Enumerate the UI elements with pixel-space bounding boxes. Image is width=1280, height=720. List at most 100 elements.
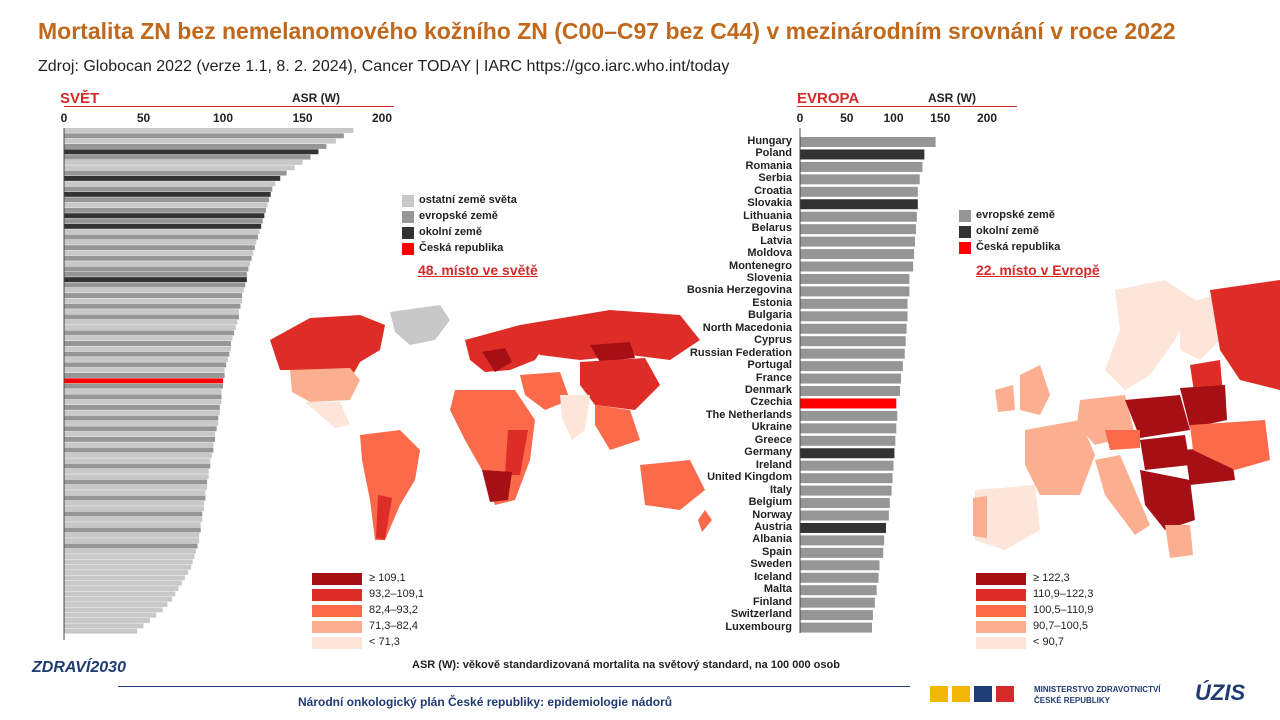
world-bar	[64, 602, 168, 607]
world-bar	[64, 554, 195, 560]
world-bar	[64, 362, 227, 368]
world-bar	[64, 175, 281, 181]
world-bar	[64, 607, 163, 613]
legend-label: ostatní země světa	[419, 194, 517, 206]
world-bar	[64, 522, 201, 528]
country-label: Serbia	[758, 172, 792, 185]
world-axis-label: ASR (W)	[292, 91, 340, 105]
legend-label: okolní země	[976, 225, 1039, 237]
world-section-label: SVĚT	[60, 90, 100, 107]
europe-bar	[800, 435, 896, 446]
country-label: Latvia	[760, 234, 792, 247]
map-legend-label: 82,4–93,2	[369, 604, 418, 616]
tick-label: 50	[136, 111, 151, 125]
europe-bar	[800, 199, 918, 210]
map-mexico	[305, 402, 350, 428]
world-bar	[64, 143, 327, 149]
europe-bar	[800, 261, 914, 272]
map-legend-label: 93,2–109,1	[369, 588, 425, 600]
ministry-logo-text: MINISTERSTVO ZDRAVOTNICTVÍ ČESKÉ REPUBLI…	[1034, 685, 1161, 705]
world-bar	[64, 261, 251, 267]
country-label: The Netherlands	[705, 408, 792, 421]
europe-bar	[800, 373, 901, 384]
country-label: Ireland	[755, 458, 792, 471]
europe-bar	[800, 460, 894, 471]
world-bar	[64, 447, 214, 453]
europe-bar	[800, 610, 873, 621]
map-legend-swatch	[312, 573, 362, 585]
map-south-america	[360, 430, 420, 540]
map-balkans	[1140, 470, 1195, 530]
europe-bar	[800, 410, 898, 421]
world-bar	[64, 463, 211, 469]
country-label: North Macedonia	[702, 321, 792, 334]
world-bar	[64, 506, 204, 512]
map-africa	[450, 390, 535, 505]
world-bar	[64, 202, 268, 208]
country-label: Czechia	[750, 396, 792, 409]
legend-label: okolní země	[419, 226, 482, 238]
map-italy	[1095, 455, 1150, 535]
europe-bar	[800, 522, 887, 533]
world-bar	[64, 325, 236, 330]
europe-bar-chart	[799, 128, 936, 633]
europe-bar	[800, 361, 903, 372]
world-bar	[64, 293, 243, 299]
europe-section-label: EVROPA	[797, 90, 860, 107]
map-scandinavia	[1105, 280, 1195, 390]
map-china	[580, 358, 660, 410]
europe-bar	[800, 485, 892, 496]
map-legend-swatch	[312, 621, 362, 633]
country-label: Norway	[752, 508, 792, 521]
map-legend-label: 71,3–82,4	[369, 620, 418, 632]
world-bar	[64, 532, 200, 538]
world-bar	[64, 618, 150, 623]
europe-bar	[800, 398, 897, 409]
world-bar	[64, 420, 219, 426]
partner-logos	[930, 684, 1020, 704]
europe-bar	[800, 149, 925, 160]
world-bar	[64, 410, 220, 416]
europe-bar	[800, 224, 916, 235]
world-bar	[64, 623, 144, 629]
map-france	[1025, 420, 1095, 495]
world-bar	[64, 474, 209, 480]
europe-bar	[800, 547, 884, 558]
world-bar	[64, 218, 263, 224]
tick-label: 150	[292, 111, 313, 125]
map-legend-swatch	[312, 589, 362, 601]
country-label: Russian Federation	[689, 346, 792, 359]
europe-bar	[800, 560, 880, 571]
world-bar	[64, 213, 265, 219]
map-australia	[640, 460, 705, 510]
world-bar	[64, 596, 173, 602]
country-label: Croatia	[754, 184, 792, 197]
country-label: Ukraine	[751, 421, 792, 434]
world-bar	[64, 133, 344, 139]
country-label: France	[755, 371, 792, 384]
world-bar	[64, 373, 225, 378]
map-greenland	[390, 305, 450, 345]
map-legend-label: ≥ 109,1	[369, 572, 406, 584]
world-bar	[64, 346, 231, 352]
europe-bar	[800, 311, 908, 322]
legend-label: Česká republika	[976, 241, 1061, 253]
country-label: Estonia	[752, 296, 792, 309]
map-uk	[1020, 365, 1050, 415]
world-bar	[64, 357, 228, 362]
legend-label: Česká republika	[419, 242, 504, 254]
country-label: Cyprus	[754, 334, 792, 347]
country-label: Poland	[755, 147, 792, 160]
world-bar	[64, 399, 222, 405]
world-bar	[64, 282, 246, 288]
country-label: Spain	[762, 545, 792, 558]
footer-text: Národní onkologický plán České republiky…	[298, 695, 673, 709]
europe-bar	[800, 336, 906, 347]
map-czechia	[1105, 430, 1140, 450]
world-bar	[64, 415, 219, 421]
europe-bar	[800, 510, 889, 521]
world-bar	[64, 255, 252, 261]
europe-bar	[800, 348, 905, 359]
world-bar	[64, 165, 295, 171]
world-bar	[64, 138, 336, 144]
